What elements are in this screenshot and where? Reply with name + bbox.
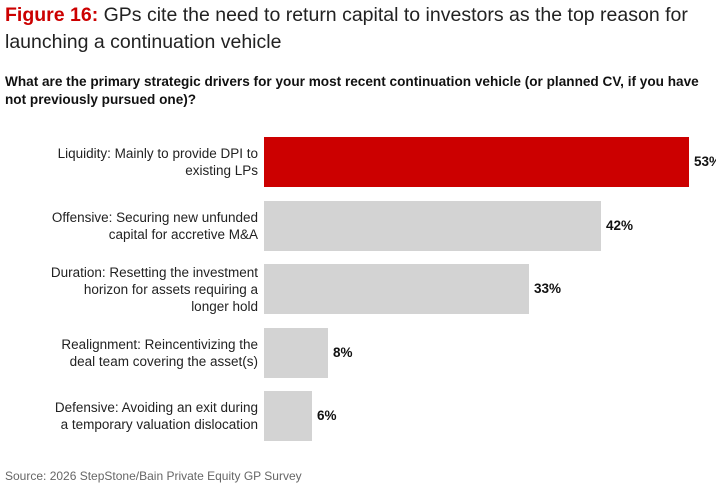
bar: [264, 327, 328, 378]
bar: [264, 264, 529, 314]
bar-category-label-line: deal team covering the asset(s): [69, 353, 258, 369]
source-note: Source: 2026 StepStone/Bain Private Equi…: [5, 469, 302, 483]
bar-category-label-line: a temporary valuation dislocation: [60, 417, 258, 432]
bar: [264, 137, 689, 187]
bar-category-label-line: Offensive: Securing new unfunded: [51, 209, 258, 225]
bar-value-label: 33%: [534, 281, 562, 296]
bar-category-label-line: Defensive: Avoiding an exit during: [54, 400, 258, 415]
bar-category-label: Liquidity: Mainly to provide DPI to exist…: [0, 145, 258, 179]
bar-category-label: Offensive: Securing new unfunded capital …: [0, 209, 258, 243]
bar-value-label: 53%: [694, 154, 716, 169]
figure-title: Figure 16: GPs cite the need to return c…: [5, 2, 711, 56]
figure-title-text: GPs cite the need to return capital to i…: [5, 4, 688, 53]
bar-value-label: 42%: [606, 217, 634, 233]
bar: [264, 200, 601, 251]
bar-category-label-line: longer hold: [191, 298, 258, 314]
bar-value-label: 8%: [333, 344, 353, 360]
bar: [264, 391, 312, 441]
bar-category-label-line: Liquidity: Mainly to provide DPI to: [57, 146, 258, 161]
bar-category-label: Realignment: Reincentivizing the deal tea…: [0, 336, 258, 370]
chart-question: What are the primary strategic drivers f…: [5, 74, 699, 107]
figure-label: Figure 16:: [5, 4, 99, 26]
bar-category-label-line: horizon for assets requiring a: [83, 281, 258, 297]
bar-category-label: Defensive: Avoiding an exit during a temp…: [0, 399, 258, 433]
bar-category-label-line: Duration: Resetting the investment: [50, 264, 258, 280]
bar-category-label-line: existing LPs: [185, 163, 258, 178]
bar-category-label-line: capital for accretive M&A: [108, 226, 258, 242]
bar-category-label: Duration: Resetting the investment horizo…: [0, 264, 258, 315]
bar-category-label-line: Realignment: Reincentivizing the: [61, 336, 258, 352]
bar-value-label: 6%: [317, 408, 337, 423]
